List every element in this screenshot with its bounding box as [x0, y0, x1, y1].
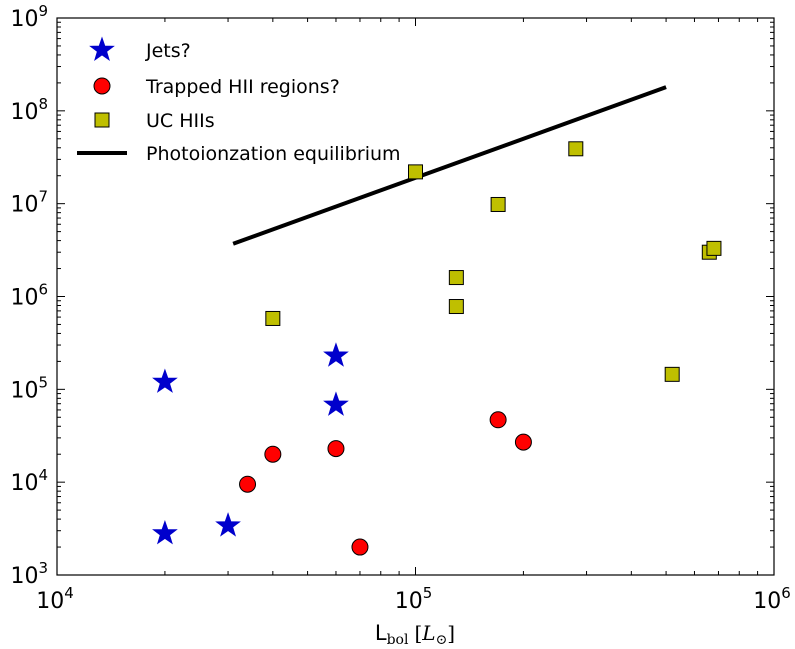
legend-label: Jets? — [145, 40, 191, 62]
uc-hii-point — [448, 270, 464, 286]
plot-area — [56, 17, 775, 576]
uc-hii-point — [664, 366, 680, 382]
legend-label: Trapped HII regions? — [145, 76, 340, 98]
x-tick-label: 106 — [753, 584, 791, 614]
jet-point — [323, 391, 349, 416]
jet-point — [152, 368, 178, 393]
uc-hii-point — [490, 196, 506, 212]
x-axis-label: Lbol [L⊙] — [375, 621, 455, 648]
trapped-hii-point — [264, 445, 282, 463]
legend-label: Photoionzation equilibrium — [146, 143, 401, 165]
uc-hii-point — [408, 164, 423, 180]
x-tick-label: 105 — [395, 584, 433, 614]
y-tick-label: 108 — [10, 95, 48, 125]
jet-point — [215, 512, 241, 537]
x-axis-label-main: L — [375, 621, 387, 645]
legend-square-swatch — [94, 112, 110, 128]
x-axis-label-unit-symbol: L — [421, 621, 435, 645]
x-axis-label-unit-open: [ — [414, 621, 422, 645]
y-tick-label: 107 — [10, 188, 48, 218]
trapped-hii-point — [351, 538, 369, 556]
photoionization-line — [232, 85, 667, 246]
y-tick-label: 109 — [10, 2, 48, 32]
axes-frame — [56, 17, 775, 576]
x-axis-label-unit-sub: ⊙ — [436, 632, 448, 648]
legend-star-swatch — [89, 36, 115, 61]
data-marks — [152, 85, 722, 556]
x-tick-label: 104 — [36, 584, 74, 614]
trapped-hii-point — [514, 433, 532, 451]
x-axis-label-sub: bol — [387, 632, 409, 648]
jet-point — [323, 342, 349, 367]
y-tick-label: 106 — [10, 281, 48, 311]
y-tick-label: 104 — [10, 466, 48, 496]
y-tick-label: 105 — [10, 373, 48, 403]
trapped-hii-point — [489, 411, 507, 429]
uc-hii-point — [448, 299, 464, 315]
trapped-hii-point — [239, 475, 257, 493]
trapped-hii-point — [327, 440, 345, 458]
uc-hii-point — [706, 240, 722, 256]
legend-circle-swatch — [93, 77, 111, 95]
uc-hii-point — [568, 141, 584, 157]
legend: Jets? Trapped HII regions? UC HIIs Photoion… — [77, 36, 401, 165]
uc-hii-point — [265, 310, 281, 326]
y-tick-label: 103 — [10, 559, 48, 589]
legend-label: UC HIIs — [146, 110, 215, 132]
jet-point — [152, 519, 178, 545]
x-axis-label-unit-close: ] — [447, 621, 455, 645]
